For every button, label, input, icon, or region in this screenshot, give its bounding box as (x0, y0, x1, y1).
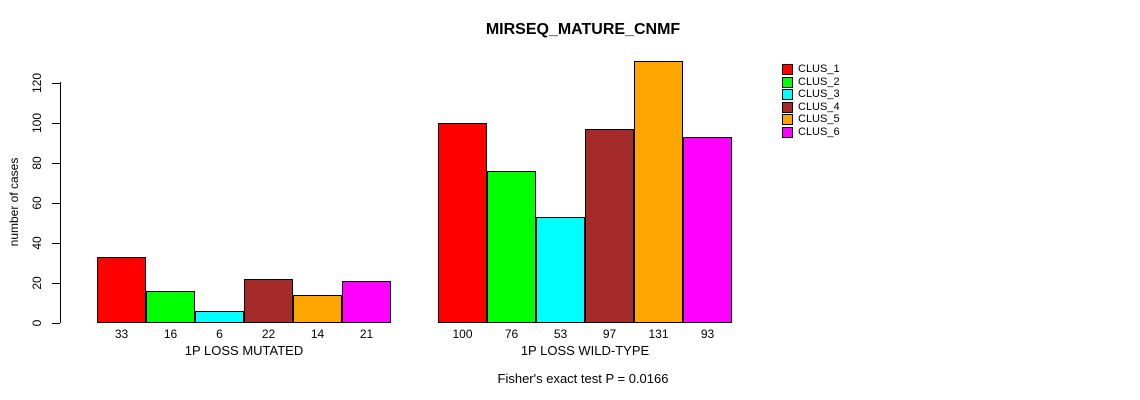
bar-clus_2 (146, 291, 195, 323)
y-tick-mark (52, 122, 60, 124)
bar-value-label: 33 (114, 327, 129, 341)
y-tick-mark (52, 282, 60, 284)
legend: CLUS_1 CLUS_2 CLUS_3 CLUS_4 CLUS_5 CLUS_6 (782, 64, 840, 138)
bar-value-label: 131 (648, 327, 669, 341)
y-tick-label: 0 (30, 319, 44, 327)
y-tick-mark (52, 82, 60, 84)
y-axis-line (60, 82, 61, 323)
bar-value-label: 76 (504, 327, 519, 341)
y-tick-label: 80 (30, 156, 44, 170)
y-tick-label: 20 (30, 276, 44, 290)
y-tick-mark (52, 322, 60, 324)
legend-swatch-icon (782, 64, 793, 75)
legend-item-clus_3: CLUS_3 (782, 89, 840, 100)
legend-item-clus_1: CLUS_1 (782, 64, 840, 75)
legend-swatch-icon (782, 76, 793, 88)
group-label: 1P LOSS WILD-TYPE (520, 343, 650, 358)
bar-value-label: 6 (216, 327, 223, 341)
bar-value-label: 97 (602, 327, 617, 341)
legend-item-clus_2: CLUS_2 (782, 75, 840, 88)
bar-clus_5 (293, 295, 342, 323)
bar-value-label: 93 (700, 327, 715, 341)
fisher-test-annotation: Fisher's exact test P = 0.0166 (497, 371, 669, 386)
bar-clus_1 (438, 123, 487, 323)
bar-value-label: 100 (452, 327, 473, 341)
bar-value-label: 14 (310, 327, 325, 341)
bar-clus_2 (487, 171, 536, 323)
legend-swatch-icon (782, 126, 793, 138)
y-tick-mark (52, 242, 60, 244)
legend-label: CLUS_5 (798, 113, 840, 125)
legend-swatch-icon (782, 101, 793, 113)
bar-value-label: 22 (261, 327, 276, 341)
legend-label: CLUS_4 (798, 100, 840, 113)
y-tick-label: 120 (30, 72, 44, 94)
bar-clus_5 (634, 61, 683, 323)
bar-clus_4 (244, 279, 293, 323)
legend-label: CLUS_1 (798, 63, 840, 75)
bar-clus_4 (585, 129, 634, 323)
legend-label: CLUS_2 (798, 75, 840, 88)
y-axis-label: number of cases (7, 157, 21, 247)
legend-item-clus_4: CLUS_4 (782, 100, 840, 113)
y-tick-mark (52, 162, 60, 164)
bar-clus_3 (536, 217, 585, 323)
legend-label: CLUS_3 (798, 88, 840, 100)
bar-value-label: 21 (359, 327, 374, 341)
bar-clus_6 (683, 137, 732, 323)
bar-clus_1 (97, 257, 146, 323)
legend-label: CLUS_6 (798, 125, 840, 138)
bar-clus_6 (342, 281, 391, 323)
y-tick-mark (52, 202, 60, 204)
legend-item-clus_5: CLUS_5 (782, 114, 840, 125)
bar-value-label: 16 (163, 327, 178, 341)
y-tick-label: 40 (30, 236, 44, 250)
bar-clus_3 (195, 311, 244, 323)
legend-item-clus_6: CLUS_6 (782, 125, 840, 138)
chart-title: MIRSEQ_MATURE_CNMF (485, 21, 681, 38)
legend-swatch-icon (782, 89, 793, 100)
y-tick-label: 60 (30, 196, 44, 210)
y-tick-label: 100 (30, 112, 44, 134)
group-label: 1P LOSS MUTATED (184, 343, 304, 358)
legend-swatch-icon (782, 114, 793, 125)
bar-value-label: 53 (553, 327, 568, 341)
